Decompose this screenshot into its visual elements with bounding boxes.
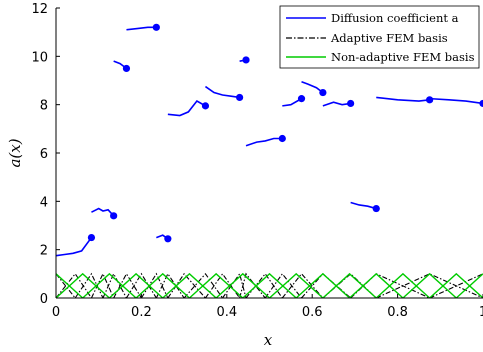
- nonadaptive-hat-14: [402, 272, 457, 299]
- diffusion-segment-11: [322, 101, 351, 107]
- ticks: 00.20.40.60.81024681012: [31, 2, 483, 320]
- diffusion-group: [55, 23, 483, 257]
- x-tick-label-1: 0.2: [131, 305, 152, 320]
- diffusion-segment-0: [55, 237, 93, 257]
- diffusion-marker-4: [164, 235, 172, 243]
- diffusion-segment-9: [282, 97, 302, 107]
- nonadaptive-basis-group: [55, 272, 483, 299]
- y-tick-label-6: 12: [31, 2, 48, 17]
- diffusion-segment-13: [376, 96, 430, 102]
- adaptive-hat-1: [55, 272, 92, 299]
- adaptive-hat-15: [264, 272, 302, 299]
- nonadaptive-hat-15: [429, 272, 483, 299]
- adaptive-basis-group: [55, 272, 483, 299]
- legend-entry-nonadaptive: Non-adaptive FEM basis: [331, 50, 475, 64]
- nonadaptive-hat-6: [188, 272, 244, 299]
- adaptive-hat-9: [167, 272, 206, 299]
- diffusion-marker-7: [242, 56, 250, 64]
- diffusion-marker-8: [278, 134, 286, 143]
- adaptive-hat-7: [140, 272, 169, 299]
- y-tick-label-2: 4: [40, 195, 48, 210]
- diffusion-marker-12: [372, 204, 380, 213]
- adaptive-hat-4: [102, 272, 127, 299]
- adaptive-hat-13: [239, 272, 266, 299]
- adaptive-hat-14: [245, 272, 283, 299]
- nonadaptive-hat-13: [375, 272, 431, 299]
- nonadaptive-hat-16: [455, 273, 483, 299]
- diffusion-marker-9: [297, 95, 306, 103]
- diffusion-marker-2: [122, 64, 131, 73]
- x-tick-label-0: 0: [52, 305, 60, 320]
- x-tick-label-3: 0.6: [302, 305, 323, 320]
- diffusion-marker-3: [152, 23, 160, 31]
- y-tick-label-4: 8: [40, 99, 48, 114]
- adaptive-hat-8: [155, 272, 185, 299]
- diffusion-marker-13: [426, 96, 434, 104]
- diffusion-segment-5: [167, 100, 206, 117]
- x-tick-label-5: 1: [479, 305, 483, 320]
- adaptive-hat-5: [113, 272, 142, 299]
- nonadaptive-hat-8: [242, 272, 297, 299]
- diffusion-marker-0: [87, 233, 96, 242]
- diffusion-marker-10: [319, 88, 327, 97]
- diffusion-segment-12: [350, 201, 377, 210]
- y-axis-label: a(x): [6, 138, 24, 167]
- y-tick-label-0: 0: [40, 292, 48, 307]
- nonadaptive-hat-3: [108, 272, 164, 299]
- legend-entry-diffusion: Diffusion coefficient a: [331, 11, 459, 25]
- adaptive-hat-18: [322, 273, 377, 299]
- adaptive-hat-12: [222, 272, 247, 299]
- nonadaptive-hat-11: [322, 272, 377, 299]
- diffusion-segment-8: [245, 137, 283, 147]
- adaptive-hat-2: [74, 272, 104, 299]
- adaptive-hat-11: [205, 272, 241, 299]
- x-tick-label-2: 0.4: [216, 305, 237, 320]
- nonadaptive-hat-2: [82, 272, 137, 299]
- nonadaptive-hat-9: [269, 272, 324, 299]
- diffusion-marker-6: [236, 93, 244, 102]
- adaptive-hat-16: [281, 272, 324, 299]
- adaptive-hat-3: [90, 272, 115, 299]
- x-axis-label: x: [264, 331, 273, 349]
- y-tick-label-5: 10: [31, 50, 48, 65]
- legend-entry-adaptive: Adaptive FEM basis: [330, 31, 448, 45]
- diffusion-marker-14: [479, 99, 483, 108]
- nonadaptive-hat-12: [349, 272, 404, 299]
- diffusion-marker-5: [201, 102, 210, 110]
- diffusion-segment-3: [126, 26, 157, 31]
- x-tick-label-4: 0.8: [387, 305, 408, 320]
- diffusion-segment-10: [301, 80, 324, 94]
- nonadaptive-hat-10: [295, 272, 351, 299]
- y-tick-label-1: 2: [40, 244, 48, 259]
- adaptive-hat-10: [183, 272, 223, 299]
- nonadaptive-hat-4: [135, 272, 190, 299]
- diffusion-segment-1: [91, 207, 115, 217]
- nonadaptive-hat-1: [55, 272, 110, 299]
- diffusion-marker-1: [110, 212, 118, 220]
- adaptive-hat-20: [376, 273, 483, 299]
- adaptive-hat-6: [125, 272, 157, 299]
- legend: Diffusion coefficient a Adaptive FEM bas…: [279, 5, 480, 69]
- nonadaptive-hat-7: [215, 272, 270, 299]
- y-tick-label-3: 6: [40, 147, 48, 162]
- adaptive-hat-21: [429, 273, 483, 299]
- nonadaptive-hat-5: [162, 272, 217, 299]
- diffusion-segment-14: [429, 97, 483, 105]
- diffusion-segment-6: [204, 85, 240, 99]
- diffusion-marker-11: [347, 99, 355, 108]
